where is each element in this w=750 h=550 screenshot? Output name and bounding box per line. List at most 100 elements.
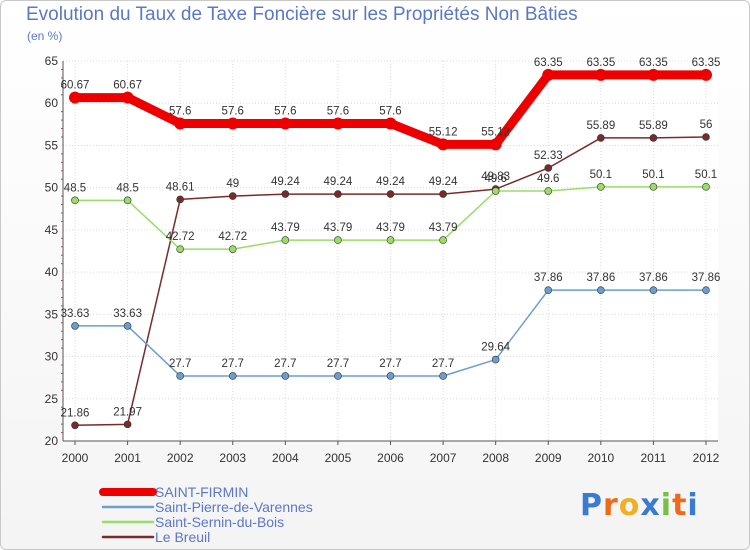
series-2-point	[386, 236, 395, 244]
data-label: 37.86	[586, 272, 615, 284]
y-tick-label: 45	[45, 223, 59, 237]
x-tick-label: 2009	[535, 451, 562, 465]
series-0-point	[69, 91, 81, 104]
data-label: 50.1	[642, 169, 664, 181]
data-label: 27.7	[274, 358, 296, 370]
data-label: 42.72	[166, 231, 195, 243]
x-tick-label: 2007	[430, 451, 457, 465]
series-0-point	[700, 68, 712, 81]
series-2-point	[123, 196, 132, 205]
data-label: 27.7	[379, 358, 401, 370]
data-label: 49.24	[324, 176, 353, 188]
data-label: 60.67	[61, 80, 90, 92]
x-tick-label: 2008	[482, 451, 509, 465]
series-2-point	[439, 236, 447, 244]
series-3-point	[281, 190, 290, 198]
data-label: 43.79	[271, 222, 300, 234]
series-1-point	[176, 372, 184, 380]
series-2-point	[334, 236, 342, 244]
x-tick-label: 2006	[377, 451, 404, 465]
series-1-point	[439, 372, 447, 380]
legend-label: Saint-Sernin-du-Bois	[155, 514, 284, 530]
series-1-point	[544, 286, 553, 294]
data-label: 57.6	[379, 105, 401, 117]
data-label: 50.1	[695, 169, 717, 181]
data-label: 49.24	[271, 176, 300, 188]
y-tick-label: 50	[45, 181, 59, 195]
series-3-point	[176, 195, 184, 204]
data-label: 29.64	[481, 342, 510, 354]
y-tick-label: 35	[45, 307, 59, 321]
series-0-point	[121, 91, 134, 104]
x-tick-label: 2002	[167, 451, 194, 465]
legend-label: Saint-Pierre-de-Varennes	[155, 499, 313, 515]
series-1-point	[649, 286, 658, 294]
data-label: 63.35	[586, 57, 615, 69]
x-tick-label: 2001	[114, 451, 141, 465]
y-tick-label: 30	[45, 350, 59, 364]
x-tick-label: 2004	[272, 451, 299, 465]
series-1-point	[597, 286, 605, 294]
data-label: 37.86	[692, 272, 721, 284]
y-tick-label: 55	[45, 138, 59, 152]
data-label: 57.6	[327, 105, 349, 117]
series-2-point	[649, 183, 658, 191]
data-label: 49	[226, 178, 239, 190]
data-label: 55.12	[429, 126, 458, 138]
series-2-point	[176, 245, 184, 253]
data-label: 37.86	[639, 272, 668, 284]
series-3-point	[649, 134, 658, 142]
x-tick-label: 2011	[641, 451, 667, 465]
data-label: 55.89	[586, 120, 615, 132]
x-tick-label: 2010	[587, 451, 614, 465]
data-label: 63.35	[534, 57, 563, 69]
data-label: 63.35	[692, 57, 721, 69]
chart-title: Evolution du Taux de Taxe Foncière sur l…	[26, 4, 578, 25]
series-3-point	[123, 420, 132, 429]
data-label: 57.6	[169, 105, 191, 117]
series-0-point	[437, 138, 450, 151]
series-1-point	[702, 286, 710, 294]
series-1-point	[386, 372, 395, 380]
data-label: 52.33	[534, 150, 563, 162]
legend-label: SAINT-FIRMIN	[155, 484, 248, 500]
series-3-point	[702, 133, 710, 141]
logo-letter: i	[660, 488, 673, 523]
series-3-point	[228, 192, 237, 200]
data-label: 33.63	[61, 308, 90, 320]
series-3-point	[439, 190, 447, 198]
logo-letter: o	[618, 488, 641, 523]
series-0-point	[331, 117, 344, 130]
series-2-point	[71, 196, 79, 205]
data-label: 49.6	[484, 173, 506, 185]
y-tick-label: 60	[45, 96, 59, 110]
data-label: 49.24	[429, 176, 458, 188]
data-label: 57.6	[274, 105, 296, 117]
data-label: 63.35	[639, 57, 668, 69]
x-tick-label: 2000	[62, 451, 89, 465]
series-0-point	[542, 68, 555, 81]
series-1-point	[228, 372, 237, 380]
y-tick-label: 20	[45, 434, 59, 448]
series-1-point	[281, 372, 290, 380]
series-0-point	[647, 68, 660, 81]
logo-letter: r	[603, 488, 619, 523]
x-tick-label: 2005	[325, 451, 352, 465]
series-3-point	[597, 134, 605, 142]
series-2-point	[702, 183, 710, 191]
series-2-point	[491, 187, 500, 195]
series-2-point	[597, 183, 605, 191]
series-0-point	[384, 117, 397, 130]
series-1-point	[334, 372, 342, 380]
y-tick-label: 65	[45, 54, 59, 68]
data-label: 27.7	[432, 358, 454, 370]
x-tick-label: 2003	[219, 451, 246, 465]
series-2-point	[228, 245, 237, 253]
series-3-point	[334, 190, 342, 198]
series-3-point	[71, 421, 79, 430]
data-label: 49.24	[376, 176, 405, 188]
data-label: 43.79	[376, 222, 405, 234]
logo-letter: t	[672, 488, 688, 523]
data-label: 42.72	[218, 231, 247, 243]
